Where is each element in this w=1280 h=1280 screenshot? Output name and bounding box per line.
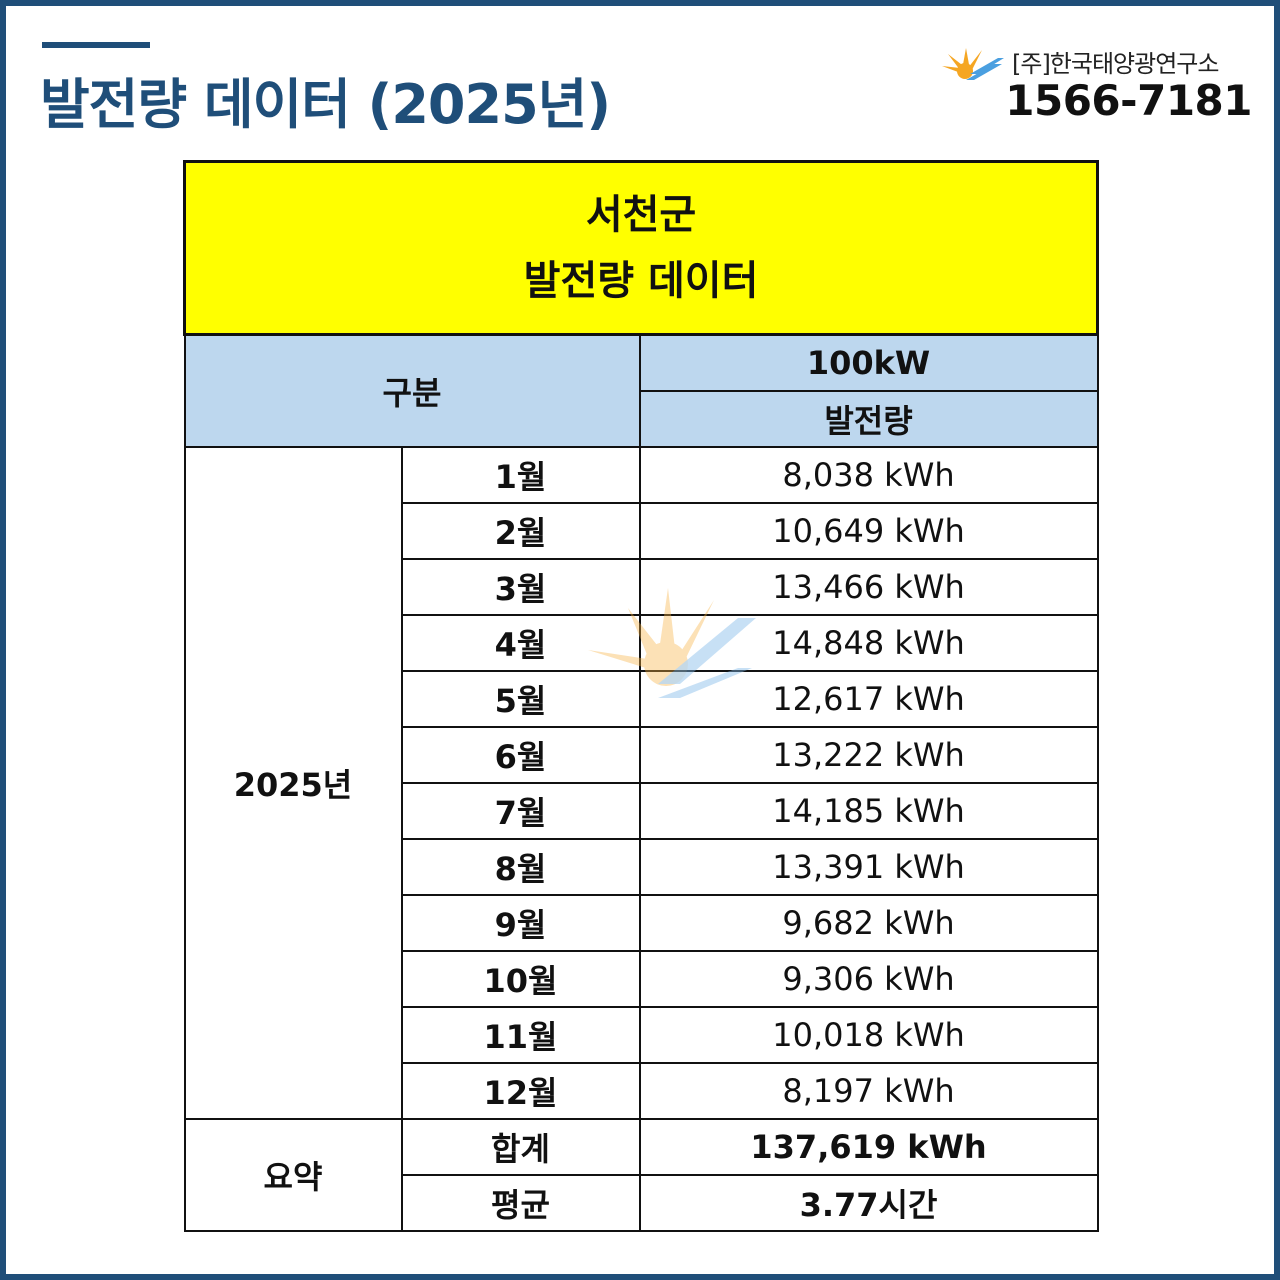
month-value: 10,018 kWh (638, 1006, 1099, 1064)
summary-label: 요약 (183, 1118, 403, 1232)
month-label: 10월 (400, 950, 641, 1008)
table-row: 9월 9,682 kWh (185, 894, 1099, 952)
month-value: 13,466 kWh (638, 558, 1099, 616)
page-title: 발전량 데이터 (2025년) (40, 73, 611, 136)
table-row: 12월 8,197 kWh (185, 1062, 1099, 1120)
month-label: 5월 (400, 670, 641, 728)
month-value: 14,848 kWh (638, 614, 1099, 672)
sun-solar-panel-watermark-icon (588, 588, 756, 698)
sun-solar-panel-logo-icon (942, 48, 1004, 80)
average-value: 3.77시간 (638, 1174, 1099, 1232)
month-value: 12,617 kWh (638, 670, 1099, 728)
table-row: 2월 10,649 kWh (185, 502, 1099, 560)
table-title-subject: 발전량 데이터 (523, 258, 759, 304)
month-value: 9,682 kWh (638, 894, 1099, 952)
capacity-header: 100kW (638, 333, 1099, 392)
month-value: 8,197 kWh (638, 1062, 1099, 1120)
table-row: 7월 14,185 kWh (185, 782, 1099, 840)
total-label: 합계 (400, 1118, 641, 1176)
year-label: 2025년 (183, 446, 403, 1120)
table-row: 3월 13,466 kWh (185, 558, 1099, 616)
table-row: 11월 10,018 kWh (185, 1006, 1099, 1064)
month-value: 14,185 kWh (638, 782, 1099, 840)
month-label: 9월 (400, 894, 641, 952)
month-label: 2월 (400, 502, 641, 560)
average-label: 평균 (400, 1174, 641, 1232)
table-row: 2025년 1월 8,038 kWh (183, 446, 1099, 1120)
month-label: 11월 (400, 1006, 641, 1064)
total-value: 137,619 kWh (638, 1118, 1099, 1176)
generation-header: 발전량 (638, 390, 1099, 448)
table-title: 서천군 발전량 데이터 (182, 160, 1100, 336)
month-label: 7월 (400, 782, 641, 840)
month-value: 9,306 kWh (638, 950, 1099, 1008)
category-header: 구분 (183, 333, 641, 448)
table-row: 5월 12,617 kWh (185, 670, 1099, 728)
month-value: 10,649 kWh (638, 502, 1099, 560)
month-label: 12월 (400, 1062, 641, 1120)
month-value: 13,222 kWh (638, 726, 1099, 784)
month-value: 13,391 kWh (638, 838, 1099, 896)
generation-table: 서천군 발전량 데이터 구분 100kW 발전량 2025년 1월 8,038 kW… (182, 160, 1100, 1232)
table-row: 8월 13,391 kWh (185, 838, 1099, 896)
month-label: 8월 (400, 838, 641, 896)
phone-number: 1566-7181 (1005, 76, 1252, 125)
month-label: 1월 (400, 446, 641, 504)
month-value: 8,038 kWh (638, 446, 1099, 504)
table-row: 6월 13,222 kWh (185, 726, 1099, 784)
table-row: 4월 14,848 kWh (185, 614, 1099, 672)
table-title-region: 서천군 (585, 192, 697, 238)
month-label: 6월 (400, 726, 641, 784)
title-accent-bar (42, 42, 150, 48)
month-label: 3월 (400, 558, 641, 616)
company-logo: [주]한국태양광연구소 1566-7181 (942, 40, 1252, 130)
company-name: [주]한국태양광연구소 (1012, 50, 1219, 78)
table-row: 10월 9,306 kWh (185, 950, 1099, 1008)
month-label: 4월 (400, 614, 641, 672)
